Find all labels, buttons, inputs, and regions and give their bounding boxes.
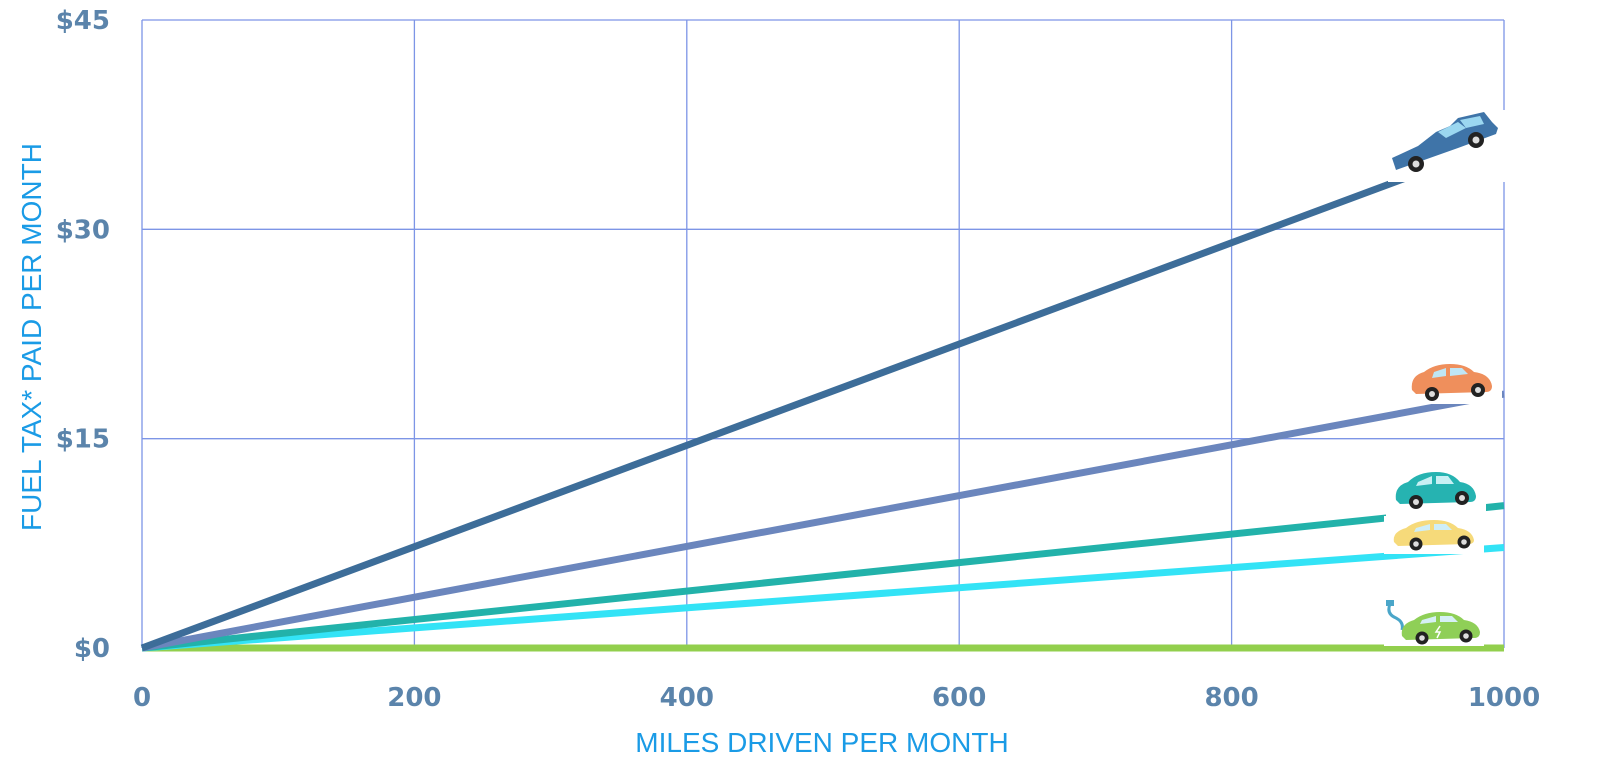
series-line-orange-car bbox=[141, 390, 1505, 652]
x-tick-label: 400 bbox=[660, 683, 714, 713]
y-tick-label: $0 bbox=[74, 634, 110, 664]
teal-car-icon bbox=[1386, 460, 1486, 516]
x-tick-label: 600 bbox=[932, 683, 986, 713]
electric-car-icon bbox=[1384, 600, 1484, 646]
x-tick-label: 200 bbox=[387, 683, 441, 713]
series-line-yellow-car bbox=[141, 544, 1505, 652]
y-tick-label: $15 bbox=[56, 425, 110, 455]
series-line-teal-car bbox=[141, 502, 1505, 652]
x-tick-label: 800 bbox=[1204, 683, 1258, 713]
y-axis-ticks: $0 $15 $30 $45 bbox=[56, 6, 110, 664]
x-tick-label: 0 bbox=[133, 683, 151, 713]
series-lines bbox=[140, 138, 1506, 652]
x-axis-title: MILES DRIVEN PER MONTH bbox=[635, 727, 1008, 758]
pickup-truck-icon bbox=[1388, 110, 1506, 182]
x-tick-label: 1000 bbox=[1468, 683, 1540, 713]
x-axis-ticks: 0 200 400 600 800 1000 bbox=[133, 683, 1540, 713]
y-tick-label: $45 bbox=[56, 6, 110, 36]
yellow-car-icon bbox=[1384, 516, 1484, 554]
series-line-pickup-truck bbox=[140, 138, 1506, 652]
y-axis-title: FUEL TAX* PAID PER MONTH bbox=[16, 143, 47, 531]
y-tick-label: $30 bbox=[56, 215, 110, 245]
grid bbox=[141, 19, 1505, 649]
orange-car-icon bbox=[1402, 342, 1502, 404]
